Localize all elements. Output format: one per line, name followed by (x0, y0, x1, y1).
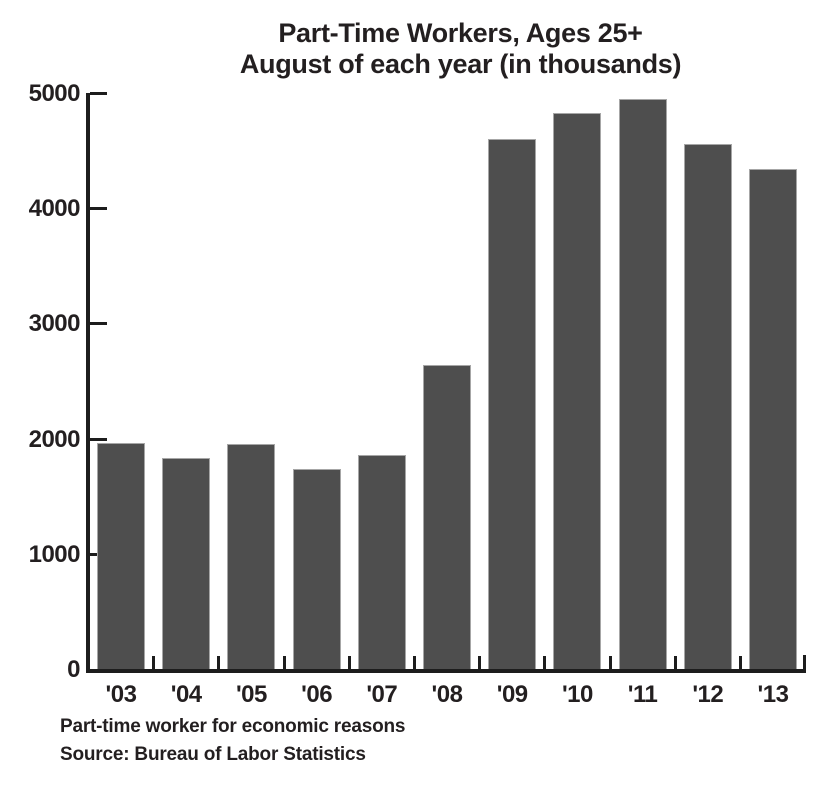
bar-07 (357, 454, 406, 669)
chart-title-block: Part-Time Workers, Ages 25+ August of ea… (90, 18, 831, 80)
y-axis-tick-label: 2000 (28, 425, 81, 453)
bar-03 (97, 443, 145, 669)
x-axis-tick-label: '12 (692, 681, 724, 708)
x-axis-gap-tick (282, 656, 286, 669)
bar-06 (292, 468, 341, 669)
source-text: Source: Bureau of Labor Statistics (60, 744, 366, 765)
bar-10 (553, 113, 602, 669)
x-axis-gap-tick (217, 656, 221, 669)
footnote-text: Part-time worker for economic reasons (60, 716, 406, 737)
x-axis-gap-tick (673, 656, 677, 669)
bar-04 (162, 457, 211, 669)
bar-08 (423, 364, 471, 669)
y-axis-tick (90, 437, 107, 441)
bar-11 (618, 98, 667, 669)
y-axis-tick-label: 3000 (28, 310, 81, 338)
bar-13 (749, 169, 797, 669)
x-axis-line (86, 669, 806, 673)
x-axis-gap-tick (478, 656, 482, 669)
y-axis-tick (90, 207, 107, 211)
bar-05 (227, 443, 276, 669)
x-axis-tick-label: '07 (366, 681, 398, 708)
x-axis-tick-label: '04 (170, 681, 202, 708)
x-axis-tick-label: '10 (561, 681, 593, 708)
y-axis-tick-label: 4000 (28, 195, 81, 223)
x-axis-tick-label: '08 (431, 681, 463, 708)
y-axis-tick-label: 5000 (28, 80, 81, 107)
chart-footnote-block: Part-time worker for economic reasons So… (60, 713, 405, 769)
x-axis-tick-label: '11 (627, 681, 658, 708)
x-axis-gap-tick (347, 656, 351, 669)
x-axis-gap-tick (412, 656, 416, 669)
y-axis-tick (90, 92, 107, 95)
chart-title: Part-Time Workers, Ages 25+ (278, 18, 643, 48)
x-axis-gap-tick (152, 656, 156, 669)
y-axis-tick-label: 0 (67, 656, 80, 683)
x-axis-gap-tick (608, 656, 612, 669)
y-axis-tick (90, 322, 107, 326)
x-axis-end-tick (803, 655, 806, 669)
y-axis-line (86, 93, 90, 673)
x-axis-tick-label: '13 (757, 681, 789, 708)
x-axis-gap-tick (543, 656, 547, 669)
x-axis-tick-label: '03 (105, 681, 137, 708)
x-axis-tick-label: '06 (301, 681, 333, 708)
x-axis-tick-label: '09 (496, 681, 528, 708)
x-axis-gap-tick (738, 656, 742, 669)
bar-12 (683, 143, 732, 669)
y-axis-tick-label: 1000 (28, 540, 81, 568)
chart-subtitle: August of each year (in thousands) (239, 49, 682, 79)
x-axis-tick-label: '05 (235, 681, 267, 708)
bar-09 (488, 138, 537, 669)
